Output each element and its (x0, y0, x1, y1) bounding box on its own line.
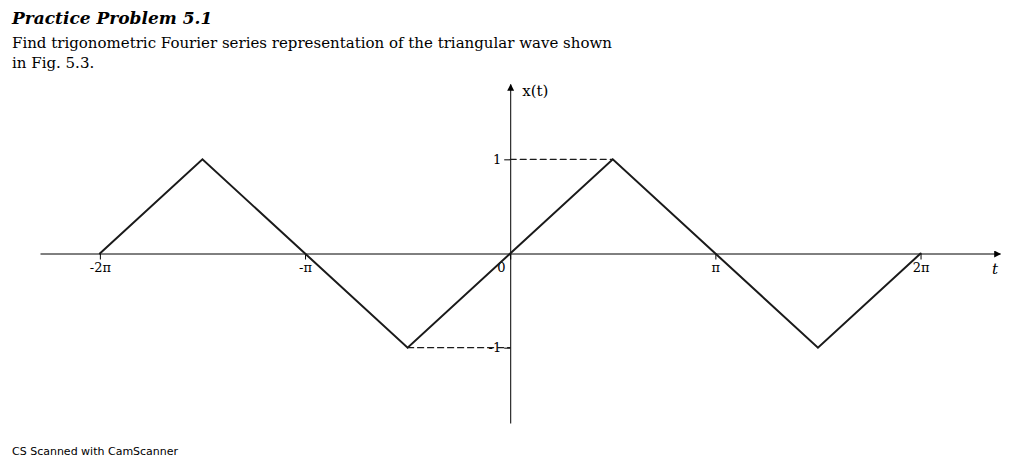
x-tick-label: -π (299, 260, 312, 275)
x-tick-label: π (712, 260, 721, 275)
y-tick: 1 (493, 152, 510, 167)
x-tick: 2π (913, 254, 930, 275)
subtitle: Find trigonometric Fourier series repres… (12, 34, 612, 52)
y-axis-label: x(t) (522, 82, 548, 100)
y-tick-label: 1 (493, 152, 501, 167)
chart: Practice Problem 5.1 Find trigonometric F… (0, 0, 1024, 463)
y-axis: -11 (489, 85, 511, 424)
x-tick-label: 2π (913, 260, 930, 275)
y-tick-mark (504, 159, 510, 160)
subtitle: in Fig. 5.3. (12, 54, 94, 72)
x-axis: -2π-π0π2π (41, 254, 1001, 275)
annotation: CS Scanned with CamScanner (12, 445, 179, 458)
x-axis-line (41, 254, 1001, 255)
dashed-line (408, 347, 511, 348)
x-tick: -π (299, 254, 312, 275)
x-tick-label: -2π (90, 260, 112, 275)
wave-line (100, 159, 921, 347)
title: Practice Problem 5.1 (11, 8, 212, 28)
dashed-line (510, 159, 613, 160)
plot-area (100, 159, 921, 347)
x-axis-label: t (992, 260, 999, 278)
x-tick: -2π (90, 254, 112, 275)
